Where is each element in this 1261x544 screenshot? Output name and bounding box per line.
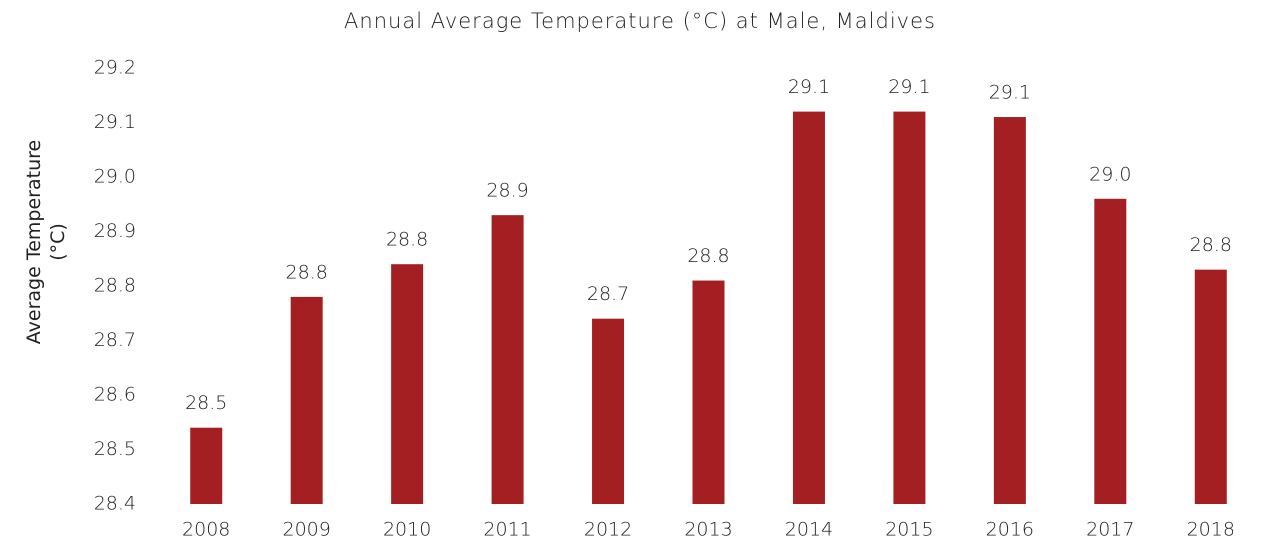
x-tick-label: 2009 [283,519,331,541]
x-tick-label: 2012 [584,519,632,541]
y-axis-label: Average Temperature (°C) [23,139,69,345]
x-tick-label: 2017 [1086,519,1134,541]
x-tick-label: 2010 [383,519,431,541]
y-tick-label: 28.9 [94,220,136,242]
bar [190,427,223,504]
bar [491,215,524,504]
bar [1194,269,1227,504]
x-tick-label: 2018 [1187,519,1235,541]
x-tick-label: 2016 [986,519,1034,541]
data-label: 29.0 [1089,163,1131,185]
bar [592,318,625,504]
y-tick-label: 28.5 [94,438,136,460]
data-label: 28.8 [687,245,729,267]
data-label: 28.8 [1190,234,1232,256]
data-label: 28.7 [587,283,629,305]
y-tick-label: 29.2 [94,57,136,79]
x-tick-label: 2013 [684,519,732,541]
chart-title: Annual Average Temperature (°C) at Male,… [344,9,936,33]
data-label: 28.5 [185,392,227,414]
y-tick-label: 29.1 [94,111,136,133]
data-label: 29.1 [888,76,930,98]
x-tick-label: 2014 [785,519,833,541]
data-label: 28.8 [386,229,428,251]
bar [993,117,1026,505]
bar [893,111,926,504]
y-tick-label: 28.4 [94,493,136,515]
x-tick-label: 2008 [182,519,230,541]
y-tick-label: 28.7 [94,329,136,351]
bar [1094,198,1127,505]
x-tick-label: 2011 [483,519,531,541]
bar [692,280,725,504]
y-tick-label: 29.0 [94,166,136,188]
y-tick-label: 28.8 [94,275,136,297]
data-label: 29.1 [989,82,1031,104]
bar [391,264,424,504]
data-label: 29.1 [788,76,830,98]
bar [290,296,323,504]
data-label: 28.9 [486,180,528,202]
y-tick-label: 28.6 [94,384,136,406]
bar [792,111,825,504]
data-label: 28.8 [286,261,328,283]
x-tick-label: 2015 [885,519,933,541]
